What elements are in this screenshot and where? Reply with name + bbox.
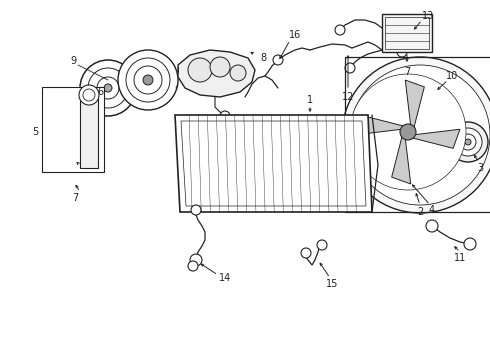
- Text: 5: 5: [32, 127, 38, 137]
- Circle shape: [80, 60, 136, 116]
- Circle shape: [423, 97, 433, 107]
- Circle shape: [210, 57, 230, 77]
- Circle shape: [143, 75, 153, 85]
- Polygon shape: [409, 129, 460, 148]
- Circle shape: [345, 63, 355, 73]
- Circle shape: [190, 254, 202, 266]
- Circle shape: [273, 55, 283, 65]
- Circle shape: [83, 89, 95, 101]
- Circle shape: [104, 84, 112, 92]
- Circle shape: [342, 57, 490, 213]
- Circle shape: [465, 139, 471, 145]
- Text: 9: 9: [70, 56, 76, 66]
- Polygon shape: [181, 121, 366, 206]
- Circle shape: [79, 85, 99, 105]
- Polygon shape: [178, 50, 255, 97]
- Circle shape: [230, 65, 246, 81]
- Circle shape: [350, 74, 466, 190]
- Circle shape: [464, 238, 476, 250]
- Text: 14: 14: [219, 273, 231, 283]
- Circle shape: [134, 66, 162, 94]
- Circle shape: [88, 68, 128, 108]
- Text: 2: 2: [417, 207, 423, 217]
- Circle shape: [220, 111, 230, 121]
- Text: 7: 7: [72, 193, 78, 203]
- Text: 10: 10: [446, 71, 458, 81]
- Text: 8: 8: [260, 53, 266, 63]
- Text: 15: 15: [326, 279, 338, 289]
- Circle shape: [350, 65, 490, 205]
- Bar: [382, 14, 432, 52]
- Text: 1: 1: [307, 95, 313, 105]
- Bar: [345, 57, 490, 212]
- Polygon shape: [356, 116, 407, 135]
- Polygon shape: [392, 132, 411, 184]
- Circle shape: [454, 128, 482, 156]
- Text: 6: 6: [97, 87, 103, 97]
- Text: 13: 13: [422, 11, 434, 21]
- Polygon shape: [405, 80, 424, 131]
- Circle shape: [301, 248, 311, 258]
- Circle shape: [426, 220, 438, 232]
- Circle shape: [368, 104, 380, 116]
- Circle shape: [118, 50, 178, 110]
- Circle shape: [335, 25, 345, 35]
- Circle shape: [126, 58, 170, 102]
- Polygon shape: [175, 115, 372, 212]
- Text: 3: 3: [477, 163, 483, 173]
- Text: 7: 7: [404, 67, 410, 77]
- Circle shape: [397, 47, 407, 57]
- Circle shape: [188, 58, 212, 82]
- Bar: [42, 87, 104, 172]
- Text: 12: 12: [342, 92, 354, 102]
- Circle shape: [460, 134, 476, 150]
- Text: 11: 11: [454, 253, 466, 263]
- Circle shape: [400, 124, 416, 140]
- Circle shape: [97, 77, 119, 99]
- Circle shape: [448, 122, 488, 162]
- Text: 16: 16: [289, 30, 301, 40]
- Circle shape: [191, 205, 201, 215]
- Circle shape: [317, 240, 327, 250]
- Bar: [80, 96, 98, 168]
- Bar: [385, 17, 429, 49]
- Text: 4: 4: [429, 205, 435, 215]
- Circle shape: [188, 261, 198, 271]
